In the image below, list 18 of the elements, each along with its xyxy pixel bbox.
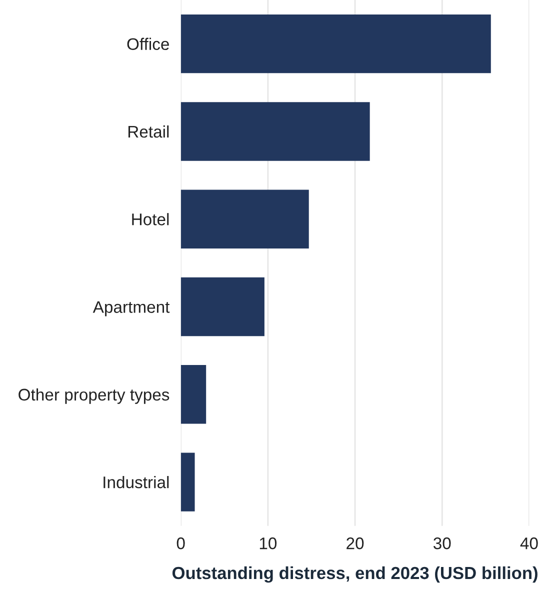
bar: [180, 452, 195, 512]
x-tick-label: 0: [176, 537, 185, 550]
y-tick-label: Other property types: [18, 388, 170, 404]
x-tick-label: 40: [520, 537, 538, 550]
x-tick-label: 20: [346, 537, 364, 550]
y-tick-label: Hotel: [132, 213, 169, 226]
y-tick-label: Apartment: [92, 301, 170, 316]
bar: [180, 14, 491, 74]
y-tick-label: Industrial: [104, 476, 169, 488]
bar: [180, 190, 309, 248]
x-axis-title: Outstanding distress, end 2023 (USD billion): [172, 566, 538, 583]
y-tick-label: Office: [127, 38, 169, 50]
bar: [180, 102, 370, 161]
bar: [180, 277, 264, 336]
y-tick-label: Retail: [128, 125, 169, 138]
x-tick-label: 10: [260, 537, 277, 550]
x-tick-label: 30: [433, 537, 451, 550]
bar: [180, 365, 206, 424]
